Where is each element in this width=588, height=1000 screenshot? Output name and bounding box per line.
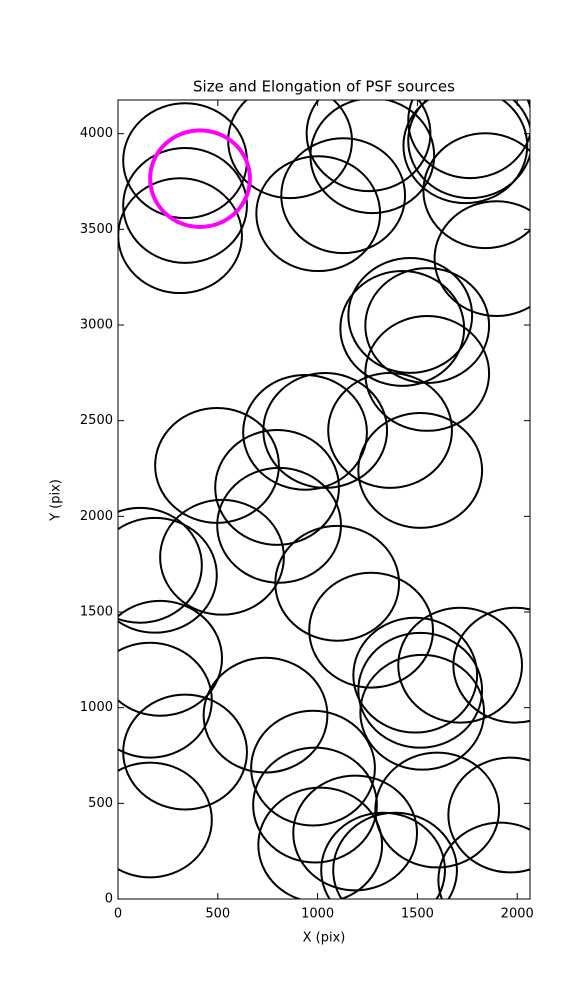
x-axis-label: X (pix) <box>303 931 346 946</box>
psf-source <box>308 571 434 689</box>
x-tick-label: 1000 <box>301 907 334 922</box>
psf-source <box>374 751 501 869</box>
x-tick-label: 1500 <box>401 907 434 922</box>
psf-source <box>352 616 479 734</box>
psf-source <box>250 709 376 827</box>
psf-source <box>332 811 458 899</box>
psf-source <box>305 100 432 193</box>
psf-source <box>118 761 213 879</box>
y-tick-label: 0 <box>105 892 113 907</box>
psf-source <box>252 746 378 864</box>
psf-source <box>402 100 529 205</box>
y-tick-label: 1000 <box>80 700 113 715</box>
psf-source <box>437 821 530 899</box>
psf-source <box>257 786 384 899</box>
psf-source <box>397 606 524 724</box>
y-tick-label: 1500 <box>80 605 113 620</box>
x-tick-label: 2000 <box>501 907 534 922</box>
psf-source <box>118 506 203 624</box>
psf-source <box>118 599 223 717</box>
y-tick-label: 2000 <box>80 509 113 524</box>
psf-source <box>159 498 285 616</box>
psf-source <box>357 631 484 749</box>
psf-source <box>292 774 419 892</box>
y-axis-label: Y (pix) <box>49 479 64 522</box>
psf-source <box>274 524 401 642</box>
psf-source <box>148 128 252 229</box>
psf-source <box>202 656 329 774</box>
psf-source <box>280 137 407 255</box>
axes-frame <box>117 99 531 900</box>
psf-source <box>347 257 474 374</box>
psf-source <box>327 372 453 489</box>
y-tick-label: 500 <box>88 796 113 811</box>
y-tick-label: 4000 <box>80 126 113 141</box>
psf-source <box>452 606 530 724</box>
psf-source <box>118 516 218 634</box>
y-tick-label: 2500 <box>80 413 113 428</box>
x-tick-label: 0 <box>114 907 122 922</box>
y-tick-label: 3000 <box>80 318 113 333</box>
psf-source <box>407 100 530 180</box>
psf-source <box>447 756 530 874</box>
psf-source <box>122 147 248 264</box>
plot-area <box>118 100 530 899</box>
psf-source <box>422 132 530 250</box>
psf-source <box>407 100 530 200</box>
psf-source <box>357 412 484 529</box>
psf-source <box>364 267 491 384</box>
chart-title: Size and Elongation of PSF sources <box>193 78 455 96</box>
psf-source <box>359 653 486 771</box>
psf-source <box>433 200 530 317</box>
psf-source <box>364 315 491 432</box>
y-tick-label: 3500 <box>80 222 113 237</box>
psf-source <box>122 693 248 811</box>
x-tick-label: 500 <box>205 907 230 922</box>
psf-source <box>214 429 340 546</box>
